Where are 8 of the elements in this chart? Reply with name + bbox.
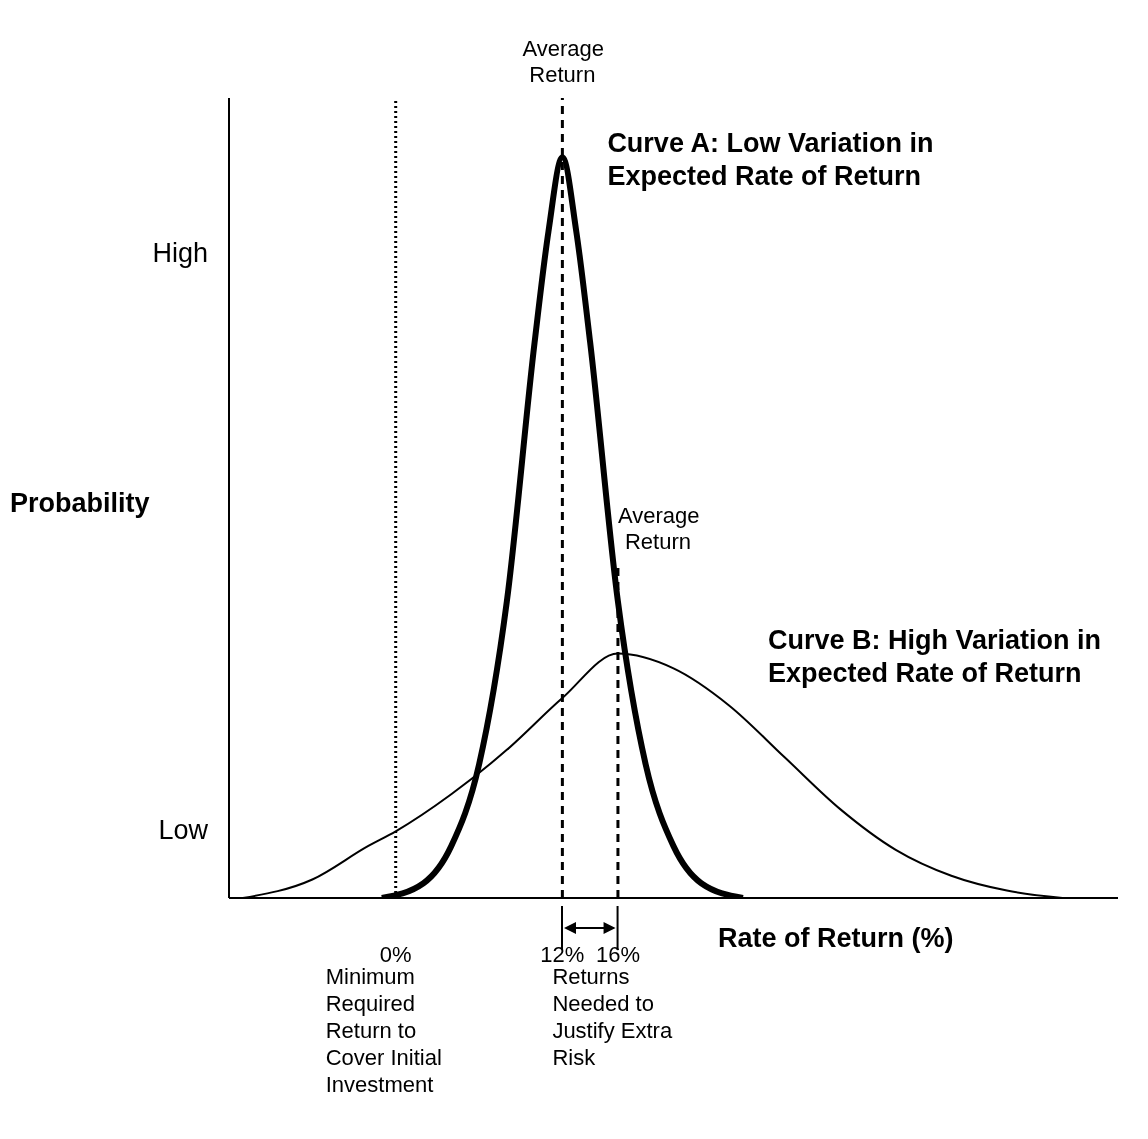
series-label: Curve A: Low Variation in Expected Rate of Return: [607, 127, 935, 194]
ref-line-label: Average Return: [617, 502, 700, 555]
x-axis-title: Rate of Return (%): [717, 923, 954, 954]
y-axis-title: Probability: [10, 488, 150, 519]
text: Low: [157, 815, 208, 847]
text: High: [151, 237, 208, 269]
series-label: Curve B: High Variation in Expected Rate of Return: [767, 623, 1102, 690]
ref-line-label: Average Return: [522, 36, 604, 88]
